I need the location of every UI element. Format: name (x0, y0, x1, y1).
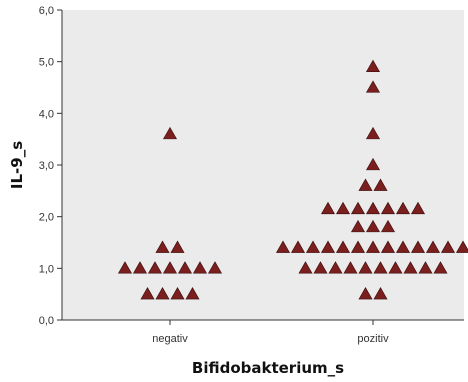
x-axis-title: Bifidobakterium_s (192, 359, 344, 377)
data-point-triangle (155, 287, 170, 300)
data-point-triangle (410, 201, 426, 215)
data-point-triangle (155, 240, 170, 253)
x-tick-label: pozitiv (357, 333, 389, 345)
data-point-triangle (117, 261, 133, 274)
data-point-triangle (365, 157, 381, 171)
x-tick-label: negativ (152, 333, 188, 345)
data-point-triangle (388, 261, 403, 274)
data-point-triangle (373, 287, 388, 300)
data-point-triangle (373, 178, 388, 191)
data-point-triangle (335, 201, 351, 215)
data-point-triangle (365, 59, 381, 73)
data-point-triangle (177, 261, 193, 274)
data-point-triangle (290, 240, 306, 253)
y-tick-label: 5,0 (39, 57, 54, 69)
data-point-triangle (132, 261, 148, 274)
data-point-triangle (418, 261, 433, 274)
data-point-triangle (395, 201, 411, 215)
y-tick-label: 6,0 (39, 5, 54, 17)
data-point-triangle (162, 261, 178, 274)
data-point-triangle (275, 240, 291, 253)
data-point-triangle (358, 261, 373, 274)
data-point-triangle (170, 287, 185, 300)
data-point-triangle (343, 261, 358, 274)
y-tick-label: 0,0 (39, 315, 54, 327)
data-point-triangle (425, 240, 441, 253)
data-point-triangle (147, 261, 163, 274)
y-axis-ticks: 0,0 1,0 2,0 3,0 4,0 5,0 6,0 (39, 5, 62, 327)
data-point-triangle (350, 219, 366, 233)
data-markers (117, 59, 468, 300)
data-point-triangle (313, 261, 328, 274)
data-point-triangle (380, 219, 396, 233)
data-point-triangle (403, 261, 418, 274)
data-point-triangle (298, 261, 313, 274)
data-point-triangle (162, 126, 178, 140)
data-point-triangle (440, 240, 456, 253)
y-tick-label: 3,0 (39, 160, 54, 172)
data-point-triangle (170, 240, 185, 253)
data-point-triangle (350, 201, 366, 215)
data-point-triangle (358, 287, 373, 300)
data-point-triangle (320, 201, 336, 215)
data-point-triangle (373, 261, 388, 274)
data-point-triangle (207, 261, 223, 274)
y-tick-label: 2,0 (39, 212, 54, 224)
data-point-triangle (365, 240, 381, 253)
y-tick-label: 1,0 (39, 263, 54, 275)
data-point-triangle (185, 287, 200, 300)
data-point-triangle (140, 287, 155, 300)
data-point-triangle (350, 240, 366, 253)
x-axis-ticks: negativ pozitiv (152, 320, 389, 345)
data-point-triangle (305, 240, 321, 253)
data-point-triangle (328, 261, 343, 274)
data-point-triangle (320, 240, 336, 253)
data-point-triangle (380, 240, 396, 253)
data-point-triangle (455, 240, 468, 253)
data-point-triangle (365, 126, 381, 140)
data-point-triangle (192, 261, 208, 274)
y-tick-label: 4,0 (39, 108, 54, 120)
data-point-triangle (365, 201, 381, 215)
data-point-triangle (433, 261, 448, 274)
data-point-triangle (380, 201, 396, 215)
data-point-triangle (365, 219, 381, 233)
data-point-triangle (335, 240, 351, 253)
data-point-triangle (410, 240, 426, 253)
data-point-triangle (395, 240, 411, 253)
data-point-triangle (358, 178, 373, 191)
data-point-triangle (365, 80, 381, 93)
y-axis-title: IL-9_s (8, 141, 26, 189)
